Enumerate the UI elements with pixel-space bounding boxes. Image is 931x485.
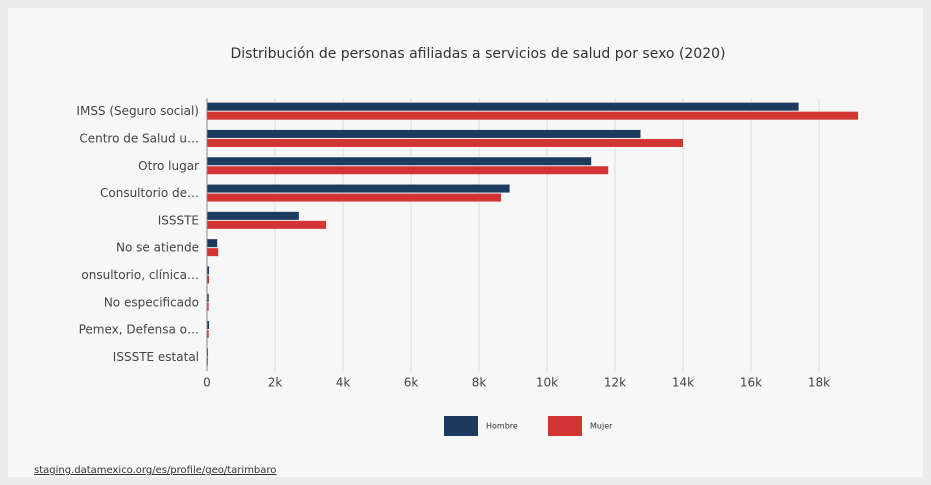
legend-swatch xyxy=(548,416,582,436)
bar xyxy=(207,239,218,248)
bar xyxy=(207,138,683,147)
bar xyxy=(207,166,609,175)
y-tick-label: No especificado xyxy=(104,295,199,309)
bar xyxy=(207,102,799,111)
y-tick-label: Consultorio de… xyxy=(100,186,199,200)
bar xyxy=(207,302,209,311)
y-tick-label: No se atiende xyxy=(116,241,199,255)
x-tick-label: 8k xyxy=(472,376,487,390)
bar xyxy=(207,248,219,257)
legend-swatch xyxy=(444,416,478,436)
x-tick-label: 14k xyxy=(672,376,694,390)
legend-label: Mujer xyxy=(590,422,613,431)
bar xyxy=(207,330,209,339)
x-tick-label: 6k xyxy=(404,376,419,390)
x-tick-label: 0 xyxy=(203,376,211,390)
x-tick-label: 4k xyxy=(336,376,351,390)
x-tick-label: 16k xyxy=(740,376,762,390)
x-tick-label: 10k xyxy=(536,376,558,390)
bar xyxy=(207,111,859,120)
bar xyxy=(207,220,326,229)
y-tick-label: Centro de Salud u… xyxy=(79,131,199,145)
x-tick-label: 2k xyxy=(268,376,283,390)
x-tick-label: 12k xyxy=(604,376,626,390)
y-tick-label: Otro lugar xyxy=(138,159,199,173)
bar xyxy=(207,129,641,138)
bar xyxy=(207,357,209,366)
source-link[interactable]: staging.datamexico.org/es/profile/geo/ta… xyxy=(34,465,276,476)
bar xyxy=(207,293,209,302)
y-tick-label: ISSSTE estatal xyxy=(113,350,199,364)
bar xyxy=(207,275,210,284)
x-tick-label: 18k xyxy=(808,376,830,390)
y-tick-label: ISSSTE xyxy=(158,213,199,227)
panel xyxy=(8,8,923,477)
legend-label: Hombre xyxy=(486,422,518,431)
chart-title: Distribución de personas afiliadas a ser… xyxy=(231,46,726,62)
y-tick-label: onsultorio, clínica… xyxy=(81,268,199,282)
bar xyxy=(207,184,510,193)
bar xyxy=(207,157,592,166)
bar xyxy=(207,321,210,330)
y-tick-label: IMSS (Seguro social) xyxy=(76,104,199,118)
bar xyxy=(207,211,299,220)
y-tick-label: Pemex, Defensa o… xyxy=(79,323,199,337)
bar xyxy=(207,193,502,202)
bar xyxy=(207,266,210,275)
bar xyxy=(207,348,209,357)
